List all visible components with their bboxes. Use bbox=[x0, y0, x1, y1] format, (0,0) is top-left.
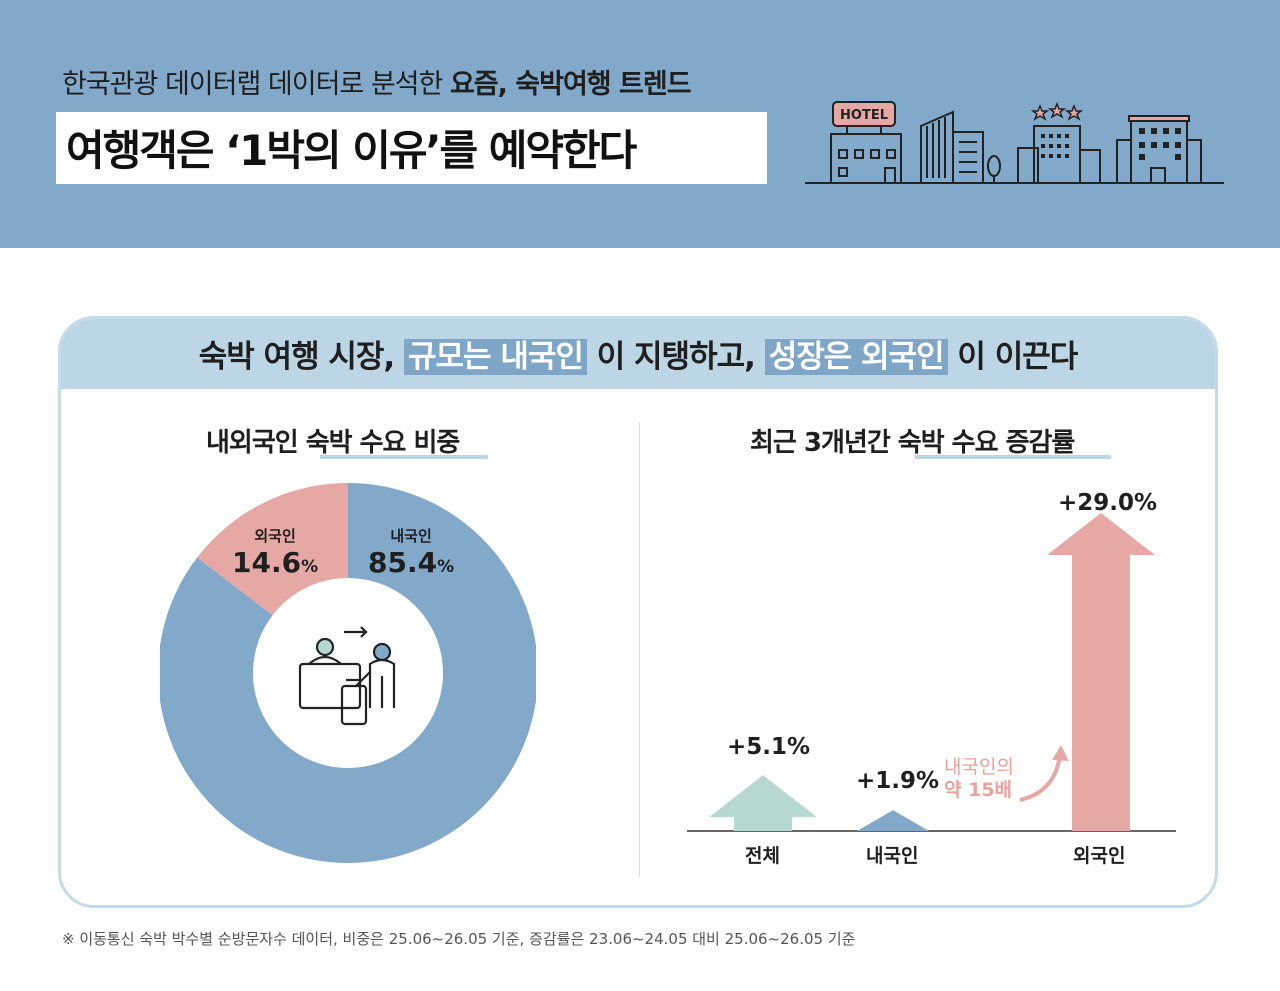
hotel-sign-text: HOTEL bbox=[840, 108, 888, 123]
city-skyline-icon: HOTEL bbox=[805, 101, 1224, 184]
page-subtitle: 한국관광 데이터랩 데이터로 분석한 요즘, 숙박여행 트렌드 bbox=[62, 69, 692, 100]
bar-value-label: +1.9% bbox=[856, 768, 940, 794]
bar-value-label: +29.0% bbox=[1058, 490, 1158, 516]
front-desk-icon bbox=[298, 626, 396, 726]
bar-category-label: 외국인 bbox=[1073, 845, 1126, 867]
page-title: 여행객은 ‘1박의 이유’를 예약한다 bbox=[66, 126, 637, 175]
section-divider bbox=[639, 422, 640, 877]
panel-headline: 숙박 여행 시장, 규모는 내국인 이 지탱하고, 성장은 외국인 이 이끈다 bbox=[198, 339, 1078, 375]
growth-arrow-bar bbox=[857, 810, 929, 831]
growth-arrow-bar bbox=[709, 775, 817, 831]
growth-arrow-bar bbox=[1047, 513, 1155, 831]
pie-title-underline bbox=[320, 455, 488, 459]
bar-value-label: +5.1% bbox=[727, 734, 811, 760]
title-box bbox=[56, 112, 767, 184]
growth-comparison-note: 내국인의 약 15배 bbox=[944, 756, 1014, 801]
donut-chart bbox=[160, 483, 536, 863]
bar-category-label: 내국인 bbox=[866, 845, 919, 867]
pie-label-domestic: 내국인 85.4% bbox=[368, 527, 455, 579]
footnote: ※ 이동통신 숙박 박수별 순방문자수 데이터, 비중은 25.06~26.05… bbox=[62, 930, 856, 948]
bar-category-label: 전체 bbox=[745, 845, 780, 867]
growth-bar-chart bbox=[687, 513, 1176, 832]
pie-label-foreign: 외국인 14.6% bbox=[232, 527, 319, 579]
pie-slice-foreign bbox=[197, 483, 348, 616]
pie-slice-domestic bbox=[160, 483, 536, 863]
curved-arrow-head bbox=[1052, 745, 1069, 761]
pie-chart-title: 내외국인 숙박 수요 비중 bbox=[206, 428, 460, 458]
curved-arrow-icon bbox=[1019, 754, 1062, 802]
panel-header bbox=[61, 319, 1215, 389]
bar-chart-title: 최근 3개년간 숙박 수요 증감률 bbox=[750, 428, 1075, 458]
bar-title-underline bbox=[915, 455, 1111, 459]
